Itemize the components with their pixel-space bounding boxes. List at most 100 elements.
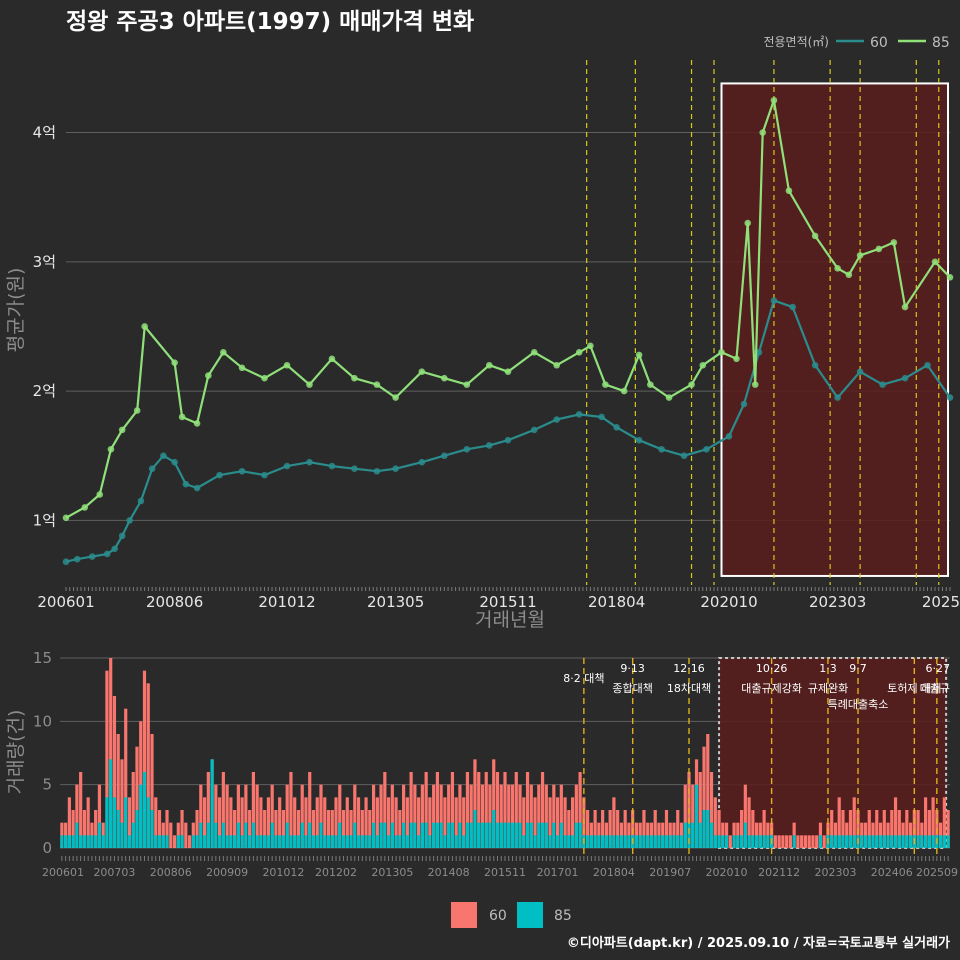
volume-bar-60 [803, 835, 808, 848]
price-point-60-17 [306, 458, 313, 466]
volume-policy-label-1-0: 9·13 [620, 662, 645, 675]
volume-bar-60 [199, 784, 203, 848]
volume-bar-60 [368, 810, 372, 848]
price-point-85-0 [62, 514, 70, 522]
volume-bar-60 [454, 797, 458, 848]
volume-x-tick-0: 200601 [42, 866, 84, 879]
volume-bar-60 [601, 810, 605, 848]
volume-bar-60 [184, 822, 188, 848]
volume-bar-60 [266, 797, 271, 848]
price-point-85-19 [392, 394, 399, 401]
volume-bar-85 [255, 835, 259, 848]
price-point-60-41 [811, 361, 819, 369]
volume-bar-60 [394, 797, 398, 848]
volume-bar-60 [841, 810, 845, 848]
top-legend: 전용면적(㎡) 60 85 [763, 35, 949, 51]
volume-bar-85 [97, 822, 102, 848]
volume-bar-85 [552, 822, 556, 848]
volume-bar-85 [214, 822, 218, 848]
volume-bar-60 [608, 810, 612, 848]
volume-bar-60 [927, 810, 931, 848]
volume-y-tick-1: 5 [42, 776, 52, 794]
volume-bar-60 [432, 784, 436, 848]
volume-bar-60 [308, 772, 312, 848]
price-x-tick-7: 202303 [809, 593, 866, 611]
price-point-85-7 [171, 359, 178, 366]
volume-bar-60 [522, 797, 526, 848]
volume-bar-60 [739, 810, 744, 848]
volume-bar-85 [135, 810, 139, 848]
volume-bar-60 [518, 784, 522, 848]
volume-bar-60 [259, 797, 263, 848]
volume-x-tick-12: 202010 [706, 866, 748, 879]
volume-bar-85 [124, 797, 128, 848]
price-point-60-32 [635, 436, 643, 444]
price-line-85 [65, 99, 951, 519]
price-point-60-0 [62, 558, 70, 566]
volume-bar-85 [285, 822, 289, 848]
price-point-85-13 [261, 374, 268, 382]
source-caption: ©디아파트(dapt.kr) / 2025.09.10 / 자료=국토교통부 실… [567, 935, 950, 951]
volume-bar-85 [890, 835, 894, 848]
volume-x-tick-11: 201907 [649, 866, 691, 879]
volume-bar-85 [176, 835, 180, 848]
volume-bar-85 [300, 822, 304, 848]
top-legend-title: 전용면적(㎡) [763, 35, 829, 49]
volume-bar-85 [514, 822, 518, 848]
volume-bar-85 [379, 822, 383, 848]
volume-bar-85 [616, 835, 620, 848]
volume-bar-60 [443, 797, 447, 848]
volume-bar-85 [848, 835, 853, 848]
volume-x-tick-8: 201511 [484, 866, 526, 879]
volume-bar-85 [191, 835, 195, 848]
price-point-85-25 [530, 349, 538, 356]
volume-bar-60 [702, 746, 706, 848]
price-point-85-49 [901, 303, 909, 311]
volume-bar-85 [263, 835, 267, 848]
volume-bar-85 [330, 835, 334, 848]
volume-bar-85 [71, 835, 75, 848]
volume-policy-label-7-0: 6·27 [926, 662, 951, 675]
price-point-85-5 [133, 407, 141, 414]
price-x-tick-8: 2025 [922, 593, 960, 611]
bottom-legend-label-85: 85 [554, 908, 572, 924]
volume-bar-85 [248, 835, 252, 848]
volume-bar-60 [477, 772, 481, 848]
volume-bar-85 [668, 835, 672, 848]
volume-bar-60 [274, 810, 278, 848]
price-x-tick-4: 201511 [479, 593, 536, 611]
price-point-85-11 [220, 349, 227, 356]
volume-bar-60 [383, 772, 387, 848]
price-point-85-45 [845, 271, 853, 279]
price-point-60-35 [703, 445, 710, 453]
volume-bar-85 [589, 835, 593, 848]
price-point-60-26 [504, 436, 512, 444]
volume-bar-60 [465, 772, 470, 848]
volume-y-axis-title: 거래량(건) [5, 710, 27, 795]
volume-bar-85 [931, 835, 935, 848]
volume-bar-85 [484, 822, 488, 848]
volume-bar-60 [195, 810, 199, 848]
volume-bar-60 [616, 810, 620, 848]
volume-bar-60 [278, 797, 282, 848]
volume-bar-60 [514, 772, 518, 848]
volume-bar-60 [285, 784, 289, 848]
price-point-85-33 [665, 394, 673, 401]
volume-bar-60 [570, 797, 575, 848]
volume-policy-label-4-1: 규제완화 [808, 682, 848, 695]
volume-bar-60 [236, 784, 240, 848]
price-y-tick-3: 4억 [33, 124, 56, 142]
price-point-60-2 [88, 553, 96, 560]
price-point-85-43 [811, 232, 819, 240]
volume-bar-60 [315, 797, 319, 848]
volume-bar-60 [169, 822, 173, 848]
volume-bar-60 [499, 784, 503, 848]
volume-bar-85 [713, 835, 717, 848]
volume-bar-85 [871, 835, 875, 848]
volume-bar-85 [507, 822, 511, 848]
volume-bar-60 [417, 797, 421, 848]
volume-bar-60 [79, 772, 83, 848]
volume-bar-60 [676, 810, 680, 848]
volume-x-tick-9: 201701 [537, 866, 579, 879]
price-point-85-4 [118, 426, 126, 434]
